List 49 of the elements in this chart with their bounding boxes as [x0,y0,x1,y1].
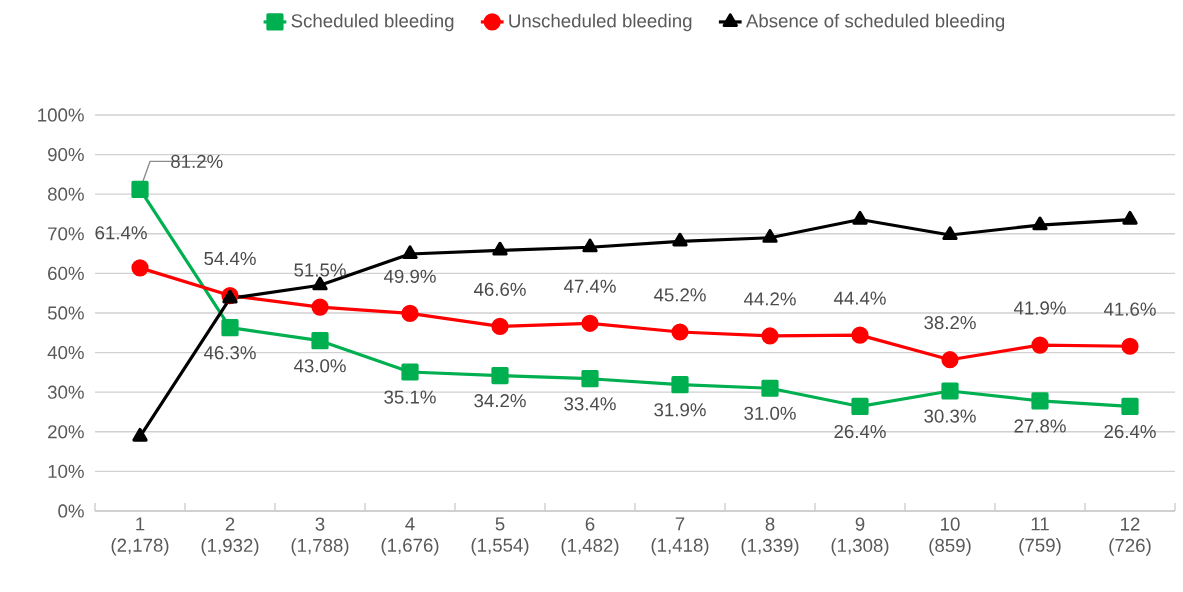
data-label: 31.0% [744,406,796,420]
y-tick-label: 100% [38,108,84,122]
data-label: 26.4% [834,424,886,439]
y-tick-label: 60% [48,266,84,280]
x-tick-label: 6 (1,482) [561,517,619,556]
x-tick-label: 8 (1,339) [741,517,799,556]
y-tick-label: 10% [48,464,84,478]
data-label: 61.4% [95,226,147,240]
data-label: 26.4% [1104,424,1156,439]
x-tick-label: 11 (759) [1019,517,1061,556]
legend-label: Scheduled bleeding [291,13,454,32]
legend-label: Unscheduled bleeding [509,13,692,32]
y-tick-label: 80% [47,187,84,201]
y-tick-label: 50% [47,306,84,320]
data-label: 49.9% [383,269,436,283]
y-tick-label: 40% [47,345,84,360]
x-tick-label: 7 (1,418) [651,517,709,556]
x-tick-label: 5 (1,554) [471,517,529,556]
y-tick-label: 0% [58,504,84,518]
data-label: 44.2% [743,292,796,306]
y-tick-label: 70% [48,227,84,241]
data-label: 51.5% [294,263,346,277]
data-label: 54.4% [204,251,256,266]
y-tick-label: 30% [47,385,84,399]
data-label: 44.4% [833,291,886,305]
data-label: 43.0% [293,359,346,373]
x-tick-label: 10 (859) [929,517,971,556]
y-tick-label: 20% [48,425,84,439]
data-label: 33.4% [564,397,616,411]
data-label: 38.2% [924,316,976,330]
x-tick-label: 12 (726) [1109,517,1151,556]
data-label: 46.6% [473,282,526,296]
data-label: 31.9% [654,403,706,417]
data-label: 34.2% [474,394,526,408]
x-tick-label: 4 (1,676) [381,517,439,556]
data-label: 41.6% [1103,302,1156,316]
data-label: 30.3% [924,409,976,423]
legend-label: Absence of scheduled bleeding [745,13,1005,32]
data-label: 41.9% [1013,301,1066,315]
data-label: 47.4% [563,279,616,293]
x-tick-label: 3 (1,788) [291,517,349,556]
x-tick-label: 2 (1,932) [201,517,259,556]
x-tick-label: 9 (1,308) [831,517,889,556]
data-label: 46.3% [203,346,256,360]
y-tick-label: 90% [48,147,84,162]
data-label: 45.2% [653,288,706,302]
data-label: 35.1% [384,390,436,404]
x-tick-label: 1 (2,178) [111,517,169,556]
data-label: 27.8% [1014,419,1066,433]
